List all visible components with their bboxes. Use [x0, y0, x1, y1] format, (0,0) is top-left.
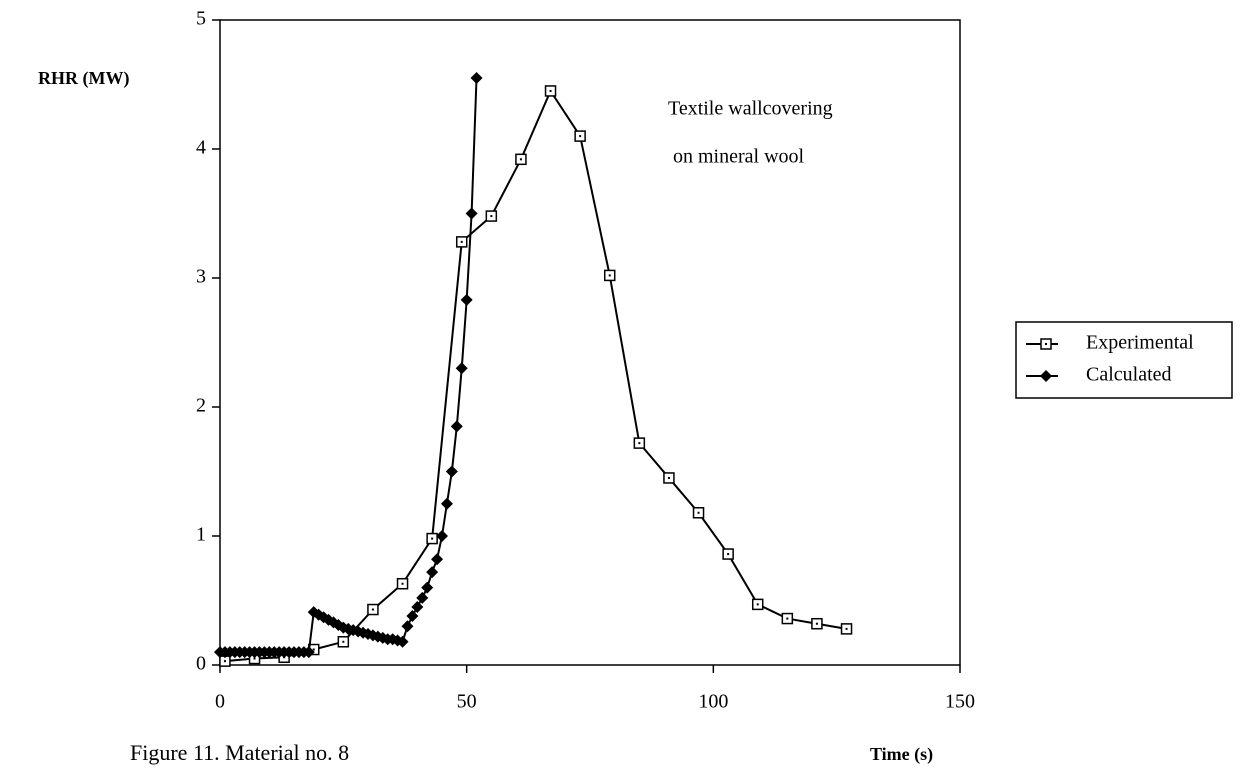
marker: [302, 646, 315, 659]
marker-dot: [431, 537, 434, 540]
y-tick-label: 4: [196, 137, 206, 159]
marker-dot: [490, 215, 493, 218]
y-tick-label: 5: [196, 8, 206, 30]
x-tick-label: 100: [698, 691, 728, 713]
marker: [431, 553, 444, 566]
marker-dot: [342, 640, 345, 643]
legend-label: Calculated: [1086, 364, 1172, 386]
marker-dot: [638, 442, 641, 445]
marker-dot: [756, 603, 759, 606]
marker: [445, 465, 458, 478]
x-tick-label: 0: [215, 691, 225, 713]
y-tick-label: 1: [196, 524, 206, 546]
marker-dot: [608, 274, 611, 277]
legend-box: [1015, 321, 1233, 399]
y-tick-label: 0: [196, 653, 206, 675]
plot-frame: [219, 19, 961, 666]
marker: [1040, 370, 1052, 382]
marker: [450, 420, 463, 433]
x-axis-label: Time (s): [870, 744, 933, 765]
marker: [401, 620, 414, 633]
marker: [460, 293, 473, 306]
marker-dot: [1045, 343, 1047, 345]
marker-dot: [549, 89, 552, 92]
marker: [411, 600, 424, 613]
marker-dot: [786, 617, 789, 620]
marker-dot: [519, 158, 522, 161]
marker-dot: [697, 511, 700, 514]
annotation: Textile wallcovering: [668, 98, 833, 120]
marker-dot: [815, 622, 818, 625]
marker: [470, 72, 483, 85]
marker: [406, 609, 419, 622]
marker-dot: [371, 608, 374, 611]
y-axis-label: RHR (MW): [38, 68, 129, 89]
marker-dot: [253, 657, 256, 660]
marker: [436, 530, 448, 542]
marker: [440, 497, 453, 510]
caption: Figure 11. Material no. 8: [130, 740, 349, 765]
legend-label: Experimental: [1086, 332, 1194, 354]
x-tick-label: 150: [945, 691, 975, 713]
series-line: [224, 88, 847, 663]
marker-dot: [667, 476, 670, 479]
marker-dot: [727, 553, 730, 556]
marker-dot: [401, 582, 404, 585]
marker-dot: [223, 660, 226, 663]
annotation: on mineral wool: [668, 146, 805, 168]
x-tick-label: 50: [457, 691, 477, 713]
marker: [455, 362, 468, 375]
marker-dot: [579, 135, 582, 138]
y-tick-label: 2: [196, 395, 206, 417]
series-line: [220, 78, 478, 654]
marker-dot: [312, 648, 315, 651]
marker: [426, 566, 439, 579]
marker: [465, 207, 478, 220]
marker-dot: [845, 627, 848, 630]
marker: [416, 591, 429, 604]
marker: [396, 635, 409, 648]
marker-dot: [460, 240, 463, 243]
marker: [421, 581, 434, 594]
y-tick-label: 3: [196, 266, 206, 288]
